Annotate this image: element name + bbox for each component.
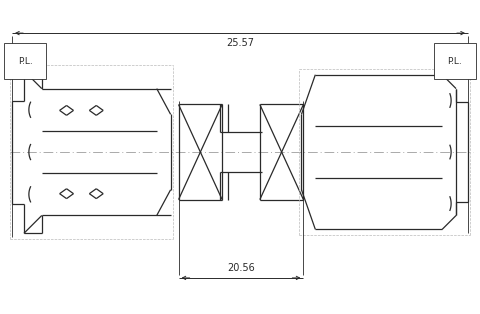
- Text: 20.56: 20.56: [227, 263, 255, 273]
- Text: P.L.: P.L.: [18, 57, 33, 66]
- Text: 25.57: 25.57: [226, 38, 254, 48]
- Text: P.L.: P.L.: [447, 57, 462, 66]
